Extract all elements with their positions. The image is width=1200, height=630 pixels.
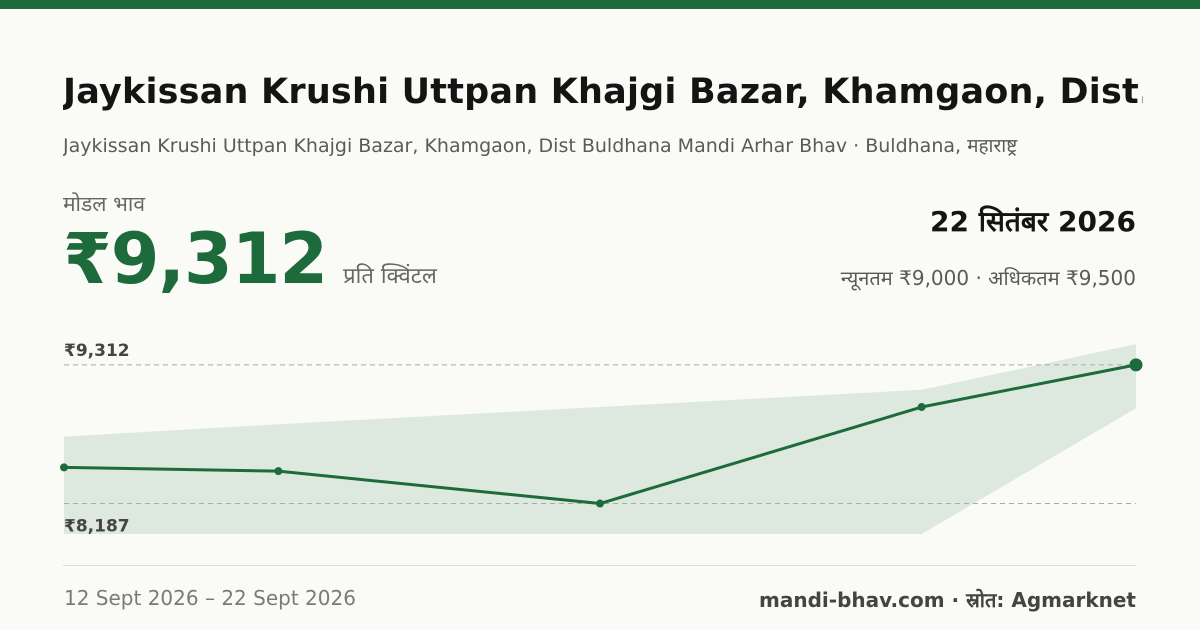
modal-price-row: ₹9,312 प्रति क्विंटल [63,224,437,294]
date-range: 12 Sept 2026 – 22 Sept 2026 [64,586,356,610]
footer-divider [63,565,1136,566]
top-accent-bar [0,0,1200,9]
price-point [274,467,283,476]
page-subtitle: Jaykissan Krushi Uttpan Khajgi Bazar, Kh… [63,135,1018,157]
page-title: Jaykissan Krushi Uttpan Khajgi Bazar, Kh… [63,72,1143,112]
min-max-band [64,344,1136,534]
source-credit: mandi-bhav.com · स्रोत: Agmarknet [759,588,1136,612]
price-point [60,463,68,472]
price-point [596,499,604,508]
price-date: 22 सितंबर 2026 [930,205,1136,238]
y-tick-label: ₹8,187 [64,517,130,537]
modal-price-value: ₹9,312 [63,218,328,300]
price-point [917,403,926,412]
min-max-price: न्यूनतम ₹9,000 · अधिकतम ₹9,500 [840,266,1136,290]
latest-price-point [1129,358,1143,372]
y-tick-label: ₹9,312 [64,341,130,361]
modal-price-label: मोडल भाव [63,192,146,216]
price-unit: प्रति क्विंटल [343,264,437,289]
